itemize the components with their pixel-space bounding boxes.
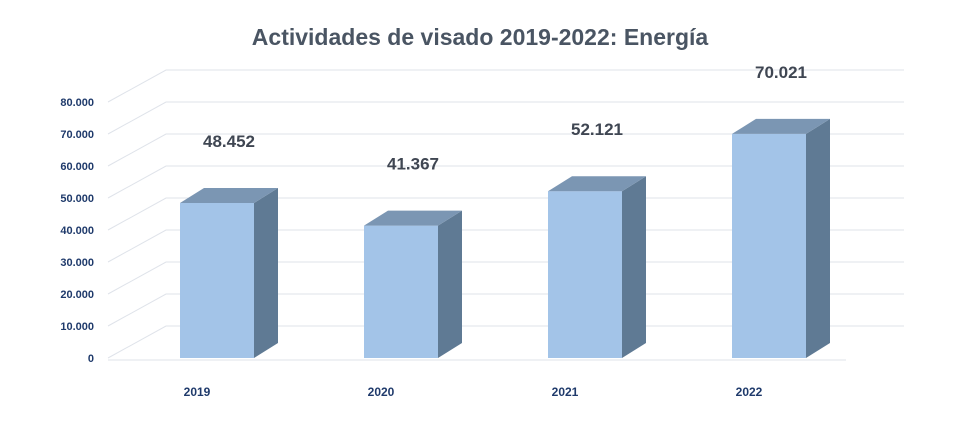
gridline [107, 101, 904, 135]
gridline [107, 133, 904, 167]
bar [732, 118, 830, 358]
data-label: 41.367 [387, 155, 439, 174]
y-tick-label: 0 [88, 353, 94, 365]
gridline [107, 229, 904, 263]
data-label: 52.121 [571, 120, 623, 139]
y-tick-label: 10.000 [60, 321, 94, 333]
bar [364, 210, 462, 358]
gridline [107, 197, 904, 231]
x-tick-label: 2019 [184, 385, 211, 399]
y-tick-label: 60.000 [60, 161, 94, 173]
gridline [107, 293, 904, 327]
bar-side [254, 187, 278, 358]
y-tick-label: 30.000 [60, 257, 94, 269]
gridline [107, 261, 904, 295]
bar [180, 187, 278, 358]
bar-side [438, 210, 462, 358]
gridline [107, 165, 904, 199]
y-tick-label: 70.000 [60, 129, 94, 141]
bar-side [806, 118, 830, 358]
x-tick-label: 2021 [552, 385, 579, 399]
gridline [107, 69, 904, 103]
gridlines [107, 69, 904, 361]
bar-top [364, 210, 462, 226]
bar-front [364, 225, 438, 358]
bar-side [622, 176, 646, 358]
x-tick-label: 2022 [736, 385, 763, 399]
x-tick-label: 2020 [368, 385, 395, 399]
chart-title: Actividades de visado 2019-2022: Energía [252, 24, 709, 50]
bar-front [548, 191, 622, 358]
data-label: 48.452 [203, 132, 255, 151]
y-tick-label: 40.000 [60, 225, 94, 237]
y-axis-ticks: 0 10.000 20.000 30.000 40.000 50.000 60.000 70.… [60, 97, 94, 365]
bar-top [180, 187, 278, 203]
gridline [107, 325, 904, 359]
bar-top [548, 176, 646, 192]
x-axis-ticks: 2019 2020 2021 2022 [184, 385, 763, 399]
data-label: 70.021 [755, 63, 807, 82]
data-labels: 48.452 41.367 52.121 70.021 [203, 63, 807, 174]
bar-front [732, 133, 806, 358]
bars [180, 118, 830, 358]
bar-front [180, 202, 254, 358]
y-tick-label: 20.000 [60, 289, 94, 301]
bar [548, 176, 646, 358]
y-tick-label: 50.000 [60, 193, 94, 205]
y-tick-label: 80.000 [60, 97, 94, 109]
bar-top [732, 118, 830, 134]
